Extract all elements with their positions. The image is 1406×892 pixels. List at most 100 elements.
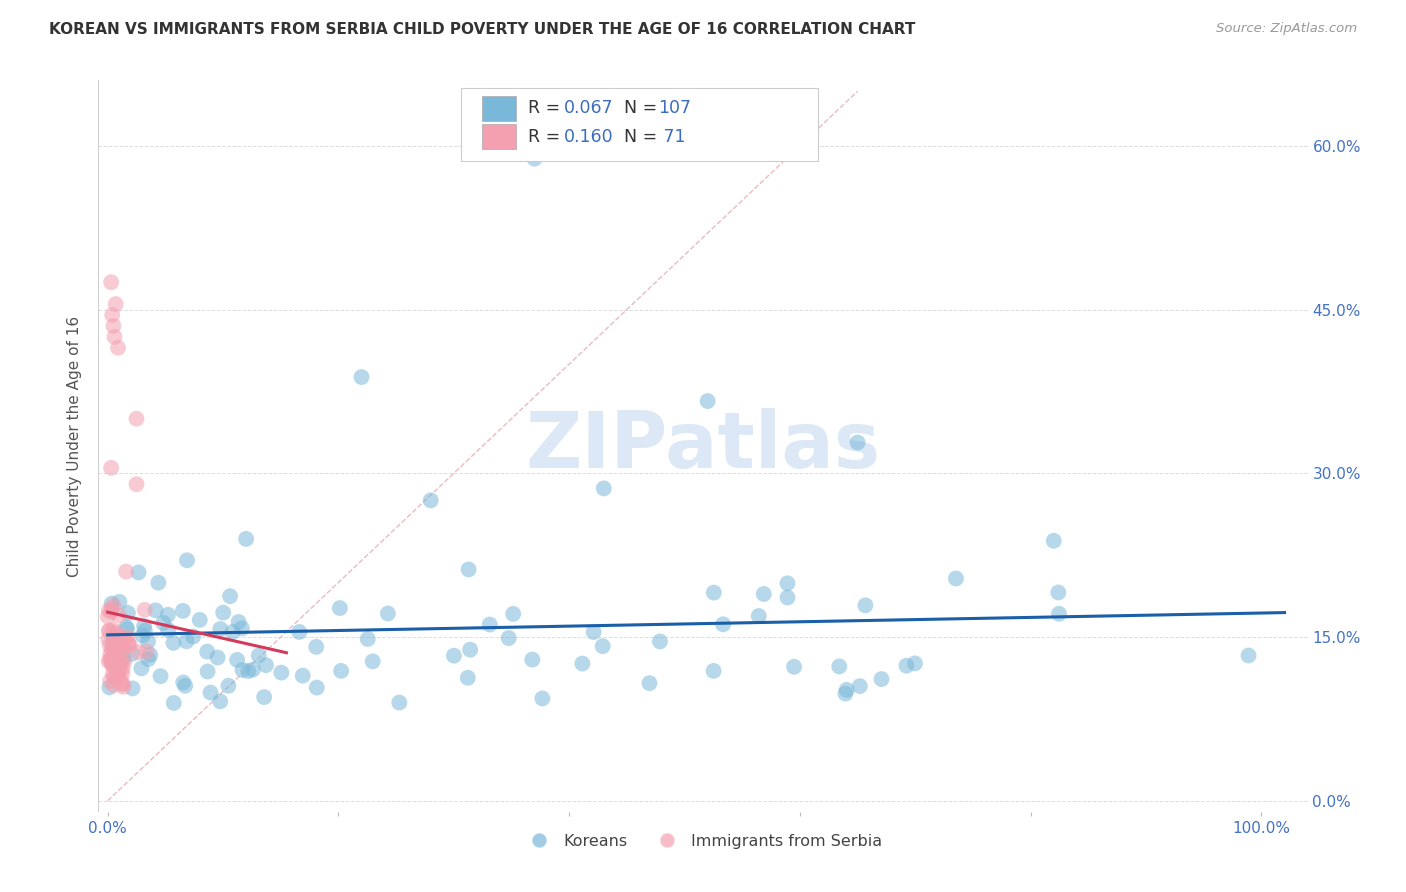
Point [188,613,211,627]
Point [103,599,125,613]
Point [138,652,160,666]
Point [100,275,122,289]
Point [592,482,614,496]
Point [254,658,277,673]
Point [291,668,314,682]
Point [97,609,120,624]
Text: N =: N = [624,128,664,145]
Point [176,634,198,648]
Point [107,628,129,642]
Point [103,644,125,658]
Point [172,675,194,690]
Point [870,672,893,686]
Text: R =: R = [527,99,565,118]
Y-axis label: Child Poverty Under the Age of 16: Child Poverty Under the Age of 16 [67,316,83,576]
Point [139,648,162,662]
Point [531,691,554,706]
Point [157,623,180,637]
Point [118,639,141,653]
Text: Source: ZipAtlas.com: Source: ZipAtlas.com [1216,22,1357,36]
Point [111,677,134,691]
Point [108,657,131,672]
Point [443,648,465,663]
Point [101,308,124,322]
Point [112,644,135,658]
Point [238,664,260,678]
Text: 0.160: 0.160 [564,128,613,145]
Point [945,571,967,585]
Point [135,644,157,658]
Point [134,603,156,617]
Point [110,673,132,687]
Point [776,576,799,591]
Point [221,624,243,639]
Point [100,602,122,616]
Point [104,657,127,672]
Point [176,553,198,567]
Point [103,670,125,684]
Point [163,696,186,710]
Point [101,651,124,665]
Point [247,648,270,663]
Point [235,532,257,546]
Point [97,624,120,638]
Point [103,653,125,667]
Legend: Koreans, Immigrants from Serbia: Koreans, Immigrants from Serbia [517,827,889,855]
Point [111,661,134,675]
Point [350,370,373,384]
Point [112,632,135,647]
Point [97,654,120,668]
Point [103,318,125,333]
Point [115,622,138,636]
FancyBboxPatch shape [461,87,818,161]
Point [522,652,544,666]
Point [117,635,139,649]
Text: R =: R = [527,128,565,145]
Point [849,679,872,693]
Point [131,628,153,642]
Point [288,624,311,639]
Point [105,652,128,666]
Point [846,435,869,450]
Point [97,603,120,617]
Point [305,640,328,654]
Point [100,605,122,619]
Point [117,637,139,651]
Point [457,671,479,685]
Point [112,651,135,665]
Point [207,650,229,665]
Point [111,666,134,681]
Point [172,604,194,618]
Point [97,632,120,646]
Point [108,663,131,677]
Point [834,687,856,701]
Point [156,607,179,622]
Point [498,631,520,645]
Point [1237,648,1260,663]
Point [98,681,121,695]
Point [98,638,121,652]
Text: ZIPatlas: ZIPatlas [526,408,880,484]
Point [100,654,122,668]
Point [101,644,124,658]
Text: 0.067: 0.067 [564,99,613,118]
Point [571,657,593,671]
Point [388,696,411,710]
Point [209,622,232,636]
Point [111,677,134,691]
Point [107,341,129,355]
Point [121,647,143,661]
Point [330,664,353,678]
Point [103,657,125,671]
Point [104,633,127,648]
Point [108,641,131,656]
Point [101,635,124,649]
Point [136,634,159,648]
Point [457,562,479,576]
Point [783,659,806,673]
Point [776,591,799,605]
Point [108,608,131,623]
Point [748,609,770,624]
Point [357,632,380,646]
Point [458,642,481,657]
